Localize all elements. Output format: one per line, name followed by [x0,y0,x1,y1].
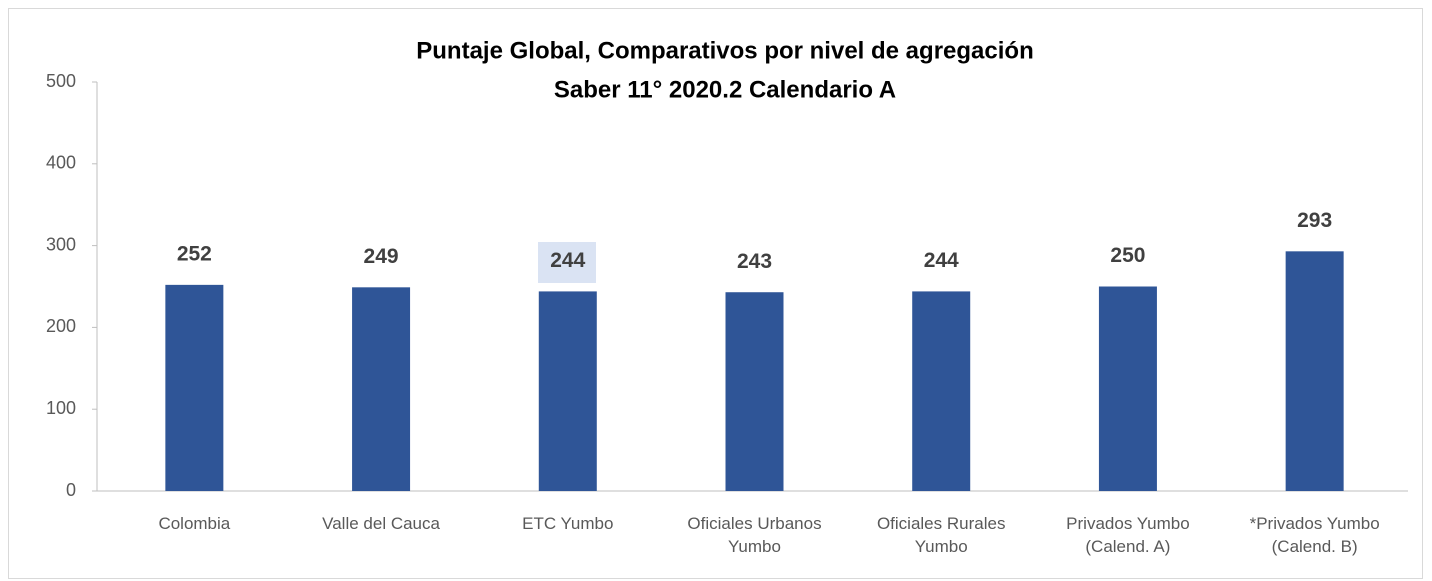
selection-highlight [538,242,596,283]
bar [165,284,224,491]
x-tick-label: *Privados Yumbo (Calend. B) [1249,514,1380,556]
bar [725,292,784,491]
data-label: 250 [1110,244,1145,267]
x-tick-label: Valle del Cauca [322,514,440,533]
bar [912,291,971,491]
y-tick-label: 500 [46,71,76,91]
y-tick-label: 200 [46,316,76,336]
bar [538,291,597,491]
y-tick-label: 0 [66,480,76,500]
x-tick-label: Privados Yumbo (Calend. A) [1066,514,1190,556]
data-label: 244 [550,249,585,272]
y-tick-label: 300 [46,234,76,254]
x-tick-label: Oficiales Rurales Yumbo [876,514,1006,556]
data-label: 243 [737,250,772,273]
bar [352,287,411,491]
data-label: 293 [1297,209,1332,232]
bar [1098,286,1157,491]
chart-border [8,8,1423,579]
data-label: 249 [364,245,399,268]
data-label: 252 [177,242,212,265]
chart-subtitle: Saber 11° 2020.2 Calendario A [554,76,896,103]
y-tick-label: 400 [46,153,76,173]
y-tick-label: 100 [46,398,76,418]
x-tick-label: ETC Yumbo [522,514,614,533]
data-label: 244 [924,249,959,272]
x-tick-label: Oficiales Urbanos Yumbo [687,514,822,556]
chart-title: Puntaje Global, Comparativos por nivel d… [416,37,1033,64]
x-tick-label: Colombia [158,514,231,533]
bar [1285,251,1344,491]
